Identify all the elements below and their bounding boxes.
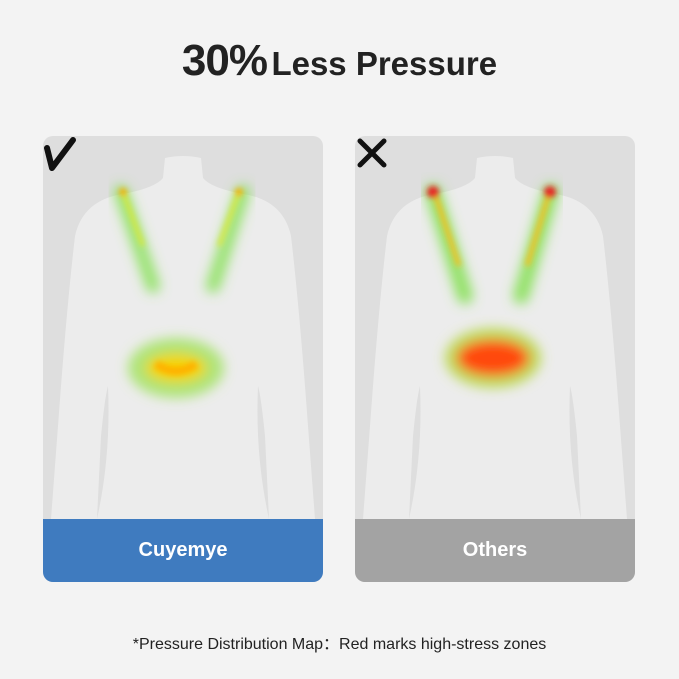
body-heatmap-cuyemye xyxy=(51,156,315,519)
title-highlight: 30% xyxy=(181,36,268,85)
body-heatmap-others xyxy=(363,156,627,519)
title-rest: Less Pressure xyxy=(271,45,498,82)
body-silhouette xyxy=(51,156,315,519)
page-title: 30% Less Pressure xyxy=(0,36,679,86)
panel-others: Others xyxy=(355,136,635,582)
panel-cuyemye: Cuyemye xyxy=(43,136,323,582)
x-icon xyxy=(357,138,387,168)
footnote: *Pressure Distribution Map：Red marks hig… xyxy=(132,636,547,653)
check-icon xyxy=(44,137,76,171)
label-others: Others xyxy=(355,519,635,582)
label-cuyemye: Cuyemye xyxy=(43,519,323,582)
